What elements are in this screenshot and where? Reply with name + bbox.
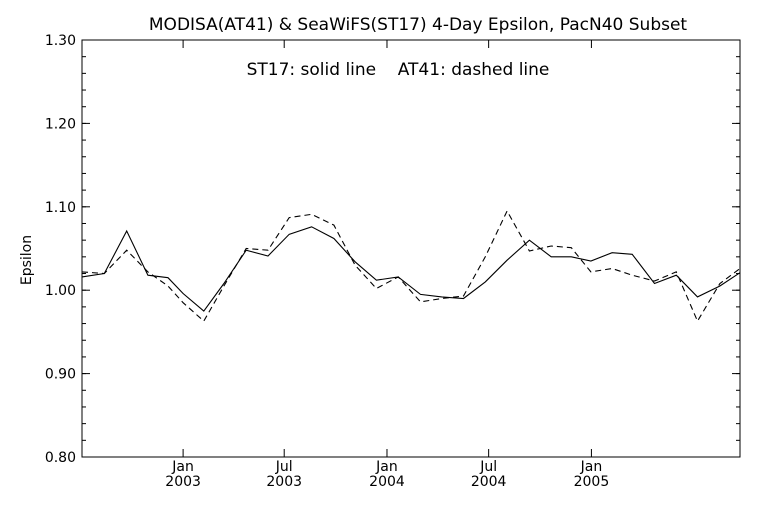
y-tick-label: 0.90: [45, 367, 76, 383]
x-tick-month-label: Jan: [375, 459, 398, 475]
series-line-st17: [81, 226, 741, 312]
x-tick-year-label: 2003: [266, 474, 302, 490]
x-tick-year-label: 2005: [574, 474, 610, 490]
y-tick-label: 1.30: [45, 33, 76, 49]
y-tick-label: 0.80: [45, 450, 76, 466]
legend-annotation: ST17: solid line AT41: dashed line: [247, 60, 550, 80]
axes: 0.800.901.001.101.201.30Jan2003Jul2003Ja…: [45, 33, 740, 490]
x-tick-month-label: Jul: [479, 459, 497, 475]
x-tick-month-label: Jan: [171, 459, 194, 475]
y-tick-label: 1.20: [45, 116, 76, 132]
x-tick-year-label: 2004: [471, 474, 507, 490]
series-layer: [81, 209, 741, 323]
y-axis-label: Epsilon: [19, 235, 35, 285]
y-tick-label: 1.10: [45, 200, 76, 216]
x-tick-month-label: Jul: [275, 459, 293, 475]
x-tick-year-label: 2003: [165, 474, 201, 490]
plot-frame: [81, 39, 741, 458]
x-tick-year-label: 2004: [369, 474, 405, 490]
series-line-at41: [81, 209, 741, 323]
y-tick-label: 1.00: [45, 283, 76, 299]
x-tick-month-label: Jan: [580, 459, 603, 475]
chart-title: MODISA(AT41) & SeaWiFS(ST17) 4-Day Epsil…: [149, 15, 688, 35]
